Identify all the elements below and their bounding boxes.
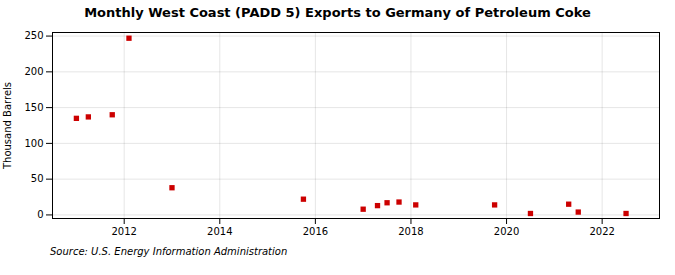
svg-text:2016: 2016 [303, 226, 328, 237]
svg-text:50: 50 [31, 173, 44, 184]
svg-text:2014: 2014 [207, 226, 232, 237]
svg-text:2022: 2022 [589, 226, 614, 237]
svg-text:2012: 2012 [111, 226, 136, 237]
svg-text:2018: 2018 [398, 226, 423, 237]
svg-text:250: 250 [24, 30, 43, 41]
svg-text:Thousand Barrels: Thousand Barrels [2, 82, 13, 170]
html-text:Monthly West Coast (PADD 5) Ex: Monthly West Coast (PADD 5) Exports to G… [84, 5, 591, 20]
html-text:Source: U.S. Energy Informatio: Source: U.S. Energy Information Administ… [50, 246, 288, 257]
svg-text:200: 200 [24, 66, 43, 77]
svg-text:100: 100 [24, 138, 43, 149]
svg-text:150: 150 [24, 102, 43, 113]
svg-text:0: 0 [37, 209, 43, 220]
svg-text:2020: 2020 [494, 226, 519, 237]
